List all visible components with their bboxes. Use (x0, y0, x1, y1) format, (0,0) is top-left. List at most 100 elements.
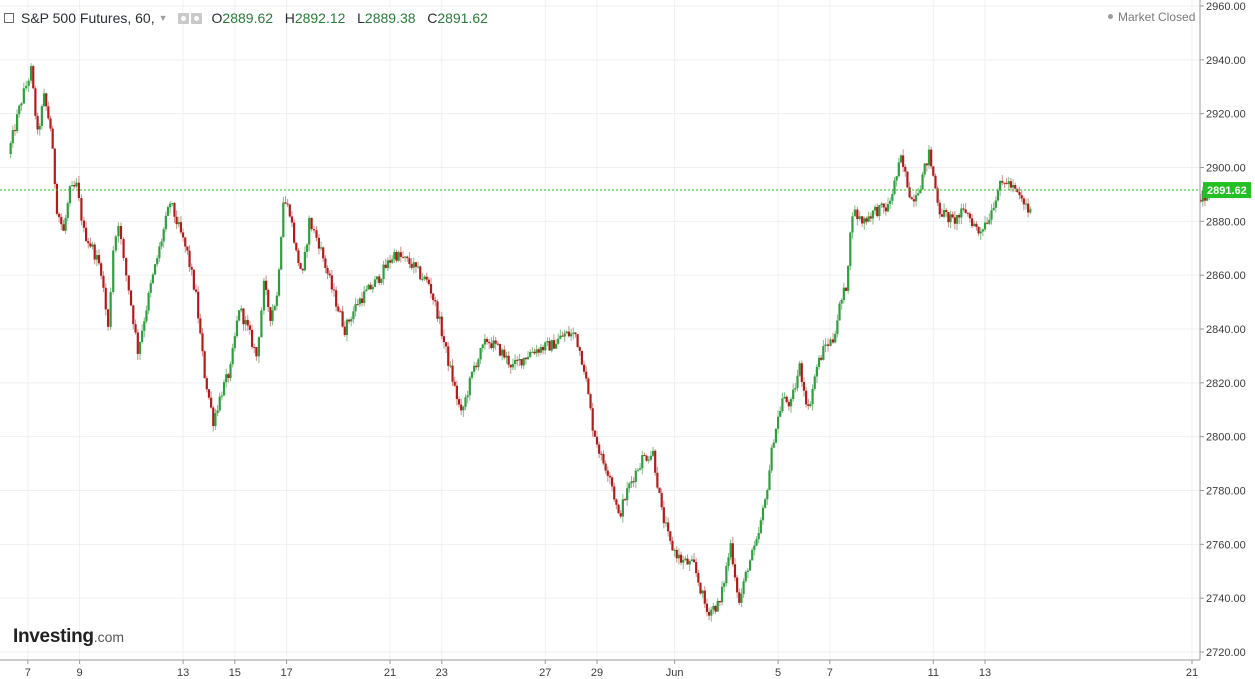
candle-body (49, 118, 52, 129)
candle-body (197, 291, 200, 319)
candle-body (509, 364, 512, 368)
candle-body (567, 331, 571, 337)
candle-body (164, 215, 167, 230)
candle-body (761, 507, 765, 521)
candle-body (516, 359, 519, 361)
candle-body (867, 216, 870, 222)
candle-body (755, 539, 758, 546)
candle-body (617, 504, 620, 514)
ohlc-values: O2889.62 H2892.12 L2889.38 C2891.62 (212, 10, 488, 26)
candle-body (216, 410, 219, 414)
candle-body (513, 359, 517, 365)
candle-body (736, 577, 739, 593)
candle-body (310, 217, 313, 230)
candle-body (710, 609, 713, 616)
candle-body (47, 106, 50, 119)
candle-body (222, 382, 226, 396)
candle-body (602, 454, 605, 464)
candle-body (675, 549, 678, 559)
candle-body (457, 399, 461, 405)
candle-body (949, 214, 952, 223)
candle-body (585, 371, 588, 379)
candle-body (902, 155, 905, 167)
candle-body (15, 114, 19, 132)
candle-body (589, 394, 592, 409)
y-tick-label: 2740.00 (1206, 593, 1246, 605)
last-price-label: 2891.62 (1207, 185, 1247, 197)
candle-body (561, 335, 564, 337)
candle-body (632, 481, 635, 483)
candle-body (863, 218, 866, 224)
candle-body (462, 406, 465, 411)
candle-body (153, 264, 157, 275)
candle-body (645, 455, 648, 461)
candle-body (660, 492, 663, 508)
candle-body (32, 66, 35, 89)
visibility-icon[interactable] (177, 12, 189, 24)
candle-body (262, 280, 266, 311)
candle-body (647, 459, 650, 461)
candle-body (787, 401, 790, 407)
candle-body (350, 319, 353, 322)
candle-body (112, 250, 115, 293)
candle-body (442, 336, 446, 343)
settings-icon[interactable] (190, 12, 202, 24)
candle-body (1014, 185, 1017, 189)
candle-body (322, 247, 325, 259)
last-price-box (1203, 182, 1251, 199)
candle-body (856, 209, 859, 220)
candle-body (626, 488, 629, 501)
candle-body (64, 217, 67, 231)
market-status-text: Market Closed (1118, 10, 1196, 24)
candle-body (992, 207, 995, 211)
candle-body (138, 342, 142, 354)
candle-body (447, 346, 450, 366)
candle-body (376, 276, 379, 280)
candle-body (886, 204, 890, 212)
candle-body (630, 481, 633, 484)
candle-body (664, 522, 668, 524)
candle-body (347, 319, 351, 322)
collapse-icon[interactable] (4, 13, 14, 23)
logo-suffix-text: .com (93, 629, 125, 645)
candle-body (840, 299, 843, 304)
candle-body (718, 600, 721, 603)
candle-body (297, 250, 300, 264)
candle-body (423, 276, 426, 280)
candle-body (838, 303, 841, 321)
candle-body (582, 364, 586, 372)
candle-body (160, 241, 163, 247)
candle-body (68, 186, 72, 204)
candle-body (40, 106, 43, 126)
candle-body (641, 455, 644, 469)
candle-body (774, 428, 778, 443)
candle-body (177, 222, 180, 225)
candle-body (421, 279, 424, 281)
candle-body (166, 207, 170, 216)
symbol-title[interactable]: S&P 500 Futures, 60, (21, 10, 155, 26)
candle-body (42, 93, 46, 107)
candle-body (973, 223, 976, 227)
candle-body (914, 195, 918, 202)
candle-body (695, 562, 698, 574)
candle-body (305, 244, 309, 252)
candle-body (524, 357, 527, 360)
candle-body (129, 290, 133, 306)
chevron-down-icon[interactable]: ▼ (158, 13, 168, 23)
candle-body (214, 413, 217, 427)
candle-body (940, 214, 944, 217)
y-tick-label: 2920.00 (1206, 109, 1246, 121)
candle-body (181, 232, 185, 238)
y-tick-label: 2760.00 (1206, 539, 1246, 551)
candle-body (654, 450, 657, 473)
candle-body (751, 549, 754, 561)
candle-body (785, 396, 788, 402)
candle-body (416, 266, 420, 268)
candle-body (511, 364, 515, 368)
candle-body (690, 559, 693, 561)
candle-body (921, 174, 924, 190)
candle-body (979, 231, 982, 234)
candle-body (871, 210, 875, 219)
candle-body (578, 347, 581, 351)
